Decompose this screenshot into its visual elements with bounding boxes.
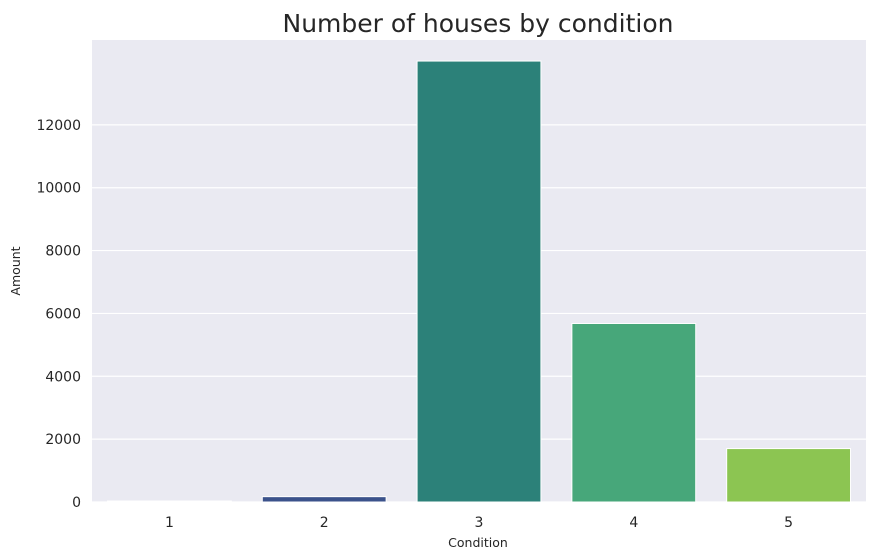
y-tick-label: 0 bbox=[72, 495, 81, 511]
y-axis-label: Amount bbox=[8, 246, 23, 295]
y-tick-label: 12000 bbox=[36, 118, 81, 134]
x-axis-label: Condition bbox=[448, 535, 508, 550]
x-tick-label: 2 bbox=[320, 515, 329, 531]
x-tick-label: 4 bbox=[629, 515, 638, 531]
chart-title: Number of houses by condition bbox=[283, 9, 674, 38]
bar-condition-1 bbox=[106, 500, 232, 503]
y-tick-label: 4000 bbox=[45, 369, 81, 385]
x-tick-labels: 1 2 3 4 5 bbox=[165, 515, 793, 531]
y-tick-label: 6000 bbox=[45, 306, 81, 322]
x-tick-label: 1 bbox=[165, 515, 174, 531]
bar-condition-4 bbox=[571, 322, 697, 503]
bar-condition-2 bbox=[261, 496, 387, 503]
bar-condition-3 bbox=[416, 60, 542, 503]
x-tick-label: 3 bbox=[475, 515, 484, 531]
y-tick-label: 10000 bbox=[36, 181, 81, 197]
x-tick-label: 5 bbox=[784, 515, 793, 531]
bars bbox=[106, 60, 852, 503]
y-tick-labels: 0 2000 4000 6000 8000 10000 12000 bbox=[36, 118, 81, 511]
bar-condition-5 bbox=[726, 448, 852, 503]
y-tick-label: 2000 bbox=[45, 432, 81, 448]
y-tick-label: 8000 bbox=[45, 244, 81, 260]
